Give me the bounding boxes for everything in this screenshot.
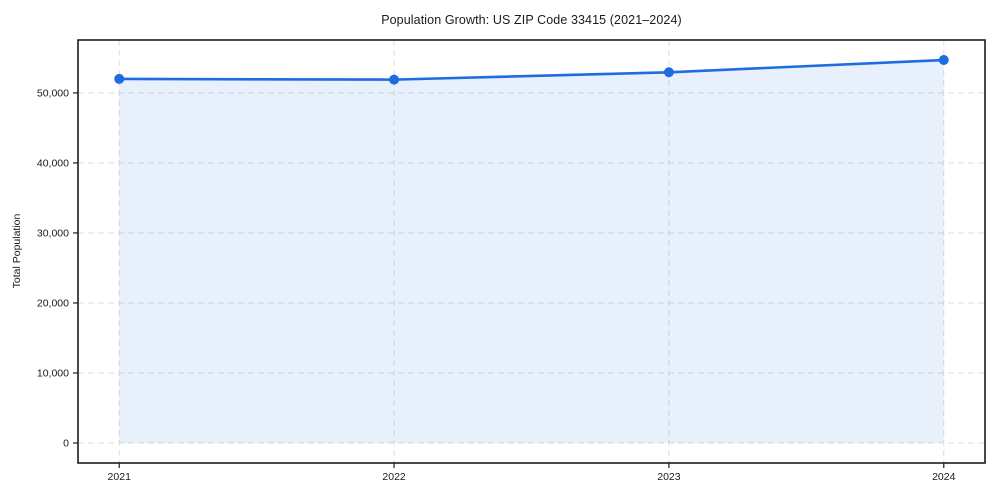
- y-tick-label: 0: [63, 437, 69, 449]
- x-tick-label: 2024: [932, 471, 956, 483]
- area-fill: [119, 60, 944, 443]
- data-point: [389, 74, 400, 85]
- chart-title: Population Growth: US ZIP Code 33415 (20…: [381, 13, 682, 27]
- y-tick-label: 20,000: [37, 297, 69, 309]
- data-point: [663, 67, 674, 78]
- x-tick-label: 2023: [657, 471, 681, 483]
- data-line: [117, 58, 946, 81]
- x-tick-label: 2021: [108, 471, 132, 483]
- y-tick-label: 40,000: [37, 157, 69, 169]
- data-point: [938, 55, 949, 66]
- data-point: [114, 73, 125, 84]
- axes-frame: [77, 39, 986, 464]
- x-tick-label: 2022: [382, 471, 406, 483]
- y-tick-label: 50,000: [37, 87, 69, 99]
- y-tick-label: 30,000: [37, 227, 69, 239]
- y-axis-label: Total Population: [11, 213, 23, 289]
- y-tick-label: 10,000: [37, 367, 69, 379]
